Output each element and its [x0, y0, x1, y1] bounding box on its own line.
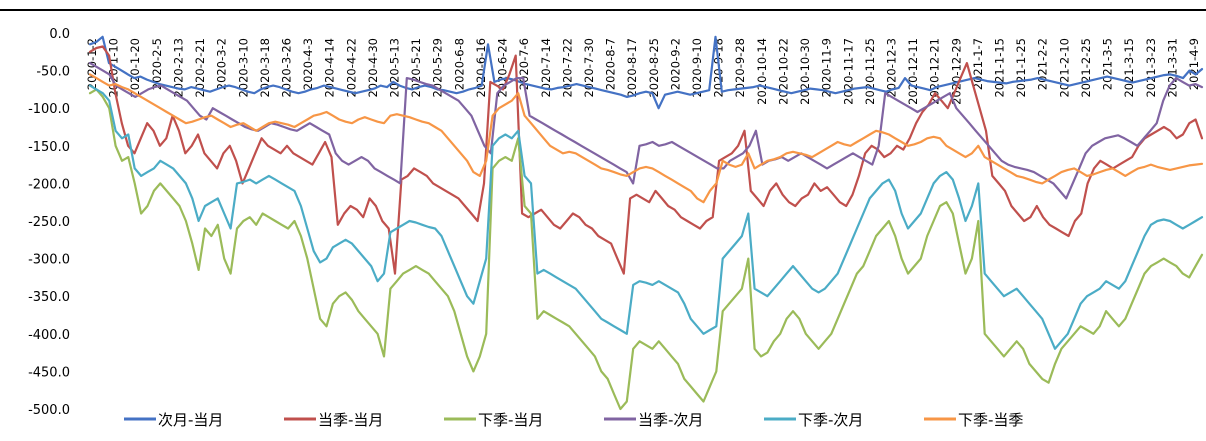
y-tick-label: -200.0 — [28, 177, 70, 192]
x-tick-label: 2021-4-9 — [1187, 38, 1201, 90]
x-tick-label: 2021-2-10 — [1057, 38, 1071, 98]
x-tick-label: 2020-11-25 — [863, 38, 877, 105]
x-tick-label: 2021-3-15 — [1122, 38, 1136, 98]
y-tick-label: -100.0 — [28, 102, 70, 117]
x-tick-label: 2020-2-5 — [150, 38, 164, 90]
x-tick-label: 2020-4-30 — [366, 38, 380, 98]
series-line — [88, 73, 1204, 204]
y-tick-label: -350.0 — [28, 290, 70, 305]
legend-label: 次月-当月 — [158, 411, 223, 429]
x-tick-label: 2020-4-22 — [344, 38, 358, 98]
x-tick-label: 2020-1-10 — [107, 38, 121, 98]
x-tick-label: 2020-7-22 — [560, 38, 574, 98]
x-tick-label: 2020-8-25 — [647, 38, 661, 98]
legend-label: 下季-当季 — [958, 411, 1023, 429]
x-tick-label: 2020-2-13 — [171, 38, 185, 98]
y-axis: 0.0 -50.0 -100.0 -150.0 -200.0 -250.0 -300.0 -3… — [28, 27, 70, 418]
y-tick-label: -400.0 — [28, 328, 70, 343]
x-tick-label: 2020-5-13 — [388, 38, 402, 98]
x-tick-label: 2020-7-30 — [582, 38, 596, 98]
x-tick-label: 2020-12-11 — [906, 38, 920, 105]
x-tick-label: 2020-6-8 — [452, 38, 466, 90]
x-tick-label: 2020-12-21 — [928, 38, 942, 105]
x-tick-label: 2020-5-29 — [431, 38, 445, 98]
x-tick-label: 2021-1-15 — [993, 38, 1007, 98]
x-tick-label: 2021-1-25 — [1014, 38, 1028, 98]
x-tick-label: 2020-3-2 — [215, 38, 229, 90]
series-line — [88, 84, 1204, 350]
legend: 次月-当月 当季-当月 下季-当月 当季-次月 下季-次月 下季-当季 — [124, 411, 1023, 429]
legend-label: 下季-当月 — [478, 411, 543, 429]
x-tick-label: 2020-11-9 — [820, 38, 834, 98]
x-tick-label: 2020-7-14 — [539, 38, 553, 98]
x-tick-label: 2020-1-20 — [128, 38, 142, 98]
x-tick-label: 2020-4-3 — [301, 38, 315, 90]
y-tick-label: 0.0 — [49, 27, 70, 42]
legend-label: 下季-次月 — [798, 411, 863, 429]
x-tick-label: 2021-3-31 — [1165, 38, 1179, 98]
x-tick-label: 2020-3-18 — [258, 38, 272, 98]
x-tick-label: 2020-8-17 — [625, 38, 639, 98]
x-tick-label: 2020-8-7 — [604, 38, 618, 90]
y-tick-label: -450.0 — [28, 365, 70, 380]
x-tick-label: 2020-9-28 — [733, 38, 747, 98]
x-tick-label: 2021-3-5 — [1101, 38, 1115, 90]
series-group — [88, 35, 1204, 411]
x-tick-label: 2020-3-10 — [236, 38, 250, 98]
series-line — [88, 88, 1204, 411]
x-tick-label: 2021-2-25 — [1079, 38, 1093, 98]
x-tick-label: 2020-9-10 — [690, 38, 704, 98]
x-tick-label: 2020-6-16 — [474, 38, 488, 98]
x-tick-label: 2020-3-26 — [279, 38, 293, 98]
y-tick-label: -300.0 — [28, 253, 70, 268]
x-tick-label: 2021-2-2 — [1036, 38, 1050, 90]
x-tick-label: 2020-2-21 — [193, 38, 207, 98]
y-tick-label: -150.0 — [28, 140, 70, 155]
x-tick-label: 2020-11-17 — [841, 38, 855, 105]
y-tick-label: -500.0 — [28, 403, 70, 418]
x-tick-label: 2020-4-14 — [323, 38, 337, 98]
x-tick-label: 2020-12-29 — [949, 38, 963, 105]
x-tick-label: 2020-10-30 — [798, 38, 812, 105]
y-tick-label: -50.0 — [36, 65, 70, 80]
series-line — [88, 45, 1204, 275]
x-tick-label: 2020-10-22 — [776, 38, 790, 105]
x-tick-label: 2020-10-14 — [755, 38, 769, 105]
x-tick-label: 2020-12-3 — [884, 38, 898, 98]
x-tick-label: 2020-9-2 — [668, 38, 682, 90]
x-axis: 2020-1-2 2020-1-10 2020-1-20 2020-2-5 2020-2… — [85, 38, 1201, 105]
y-tick-label: -250.0 — [28, 215, 70, 230]
legend-label: 当季-次月 — [638, 411, 703, 429]
series-line — [88, 61, 1204, 200]
x-tick-label: 2021-3-23 — [1144, 38, 1158, 98]
legend-label: 当季-当月 — [318, 411, 383, 429]
series-line — [88, 35, 1204, 110]
